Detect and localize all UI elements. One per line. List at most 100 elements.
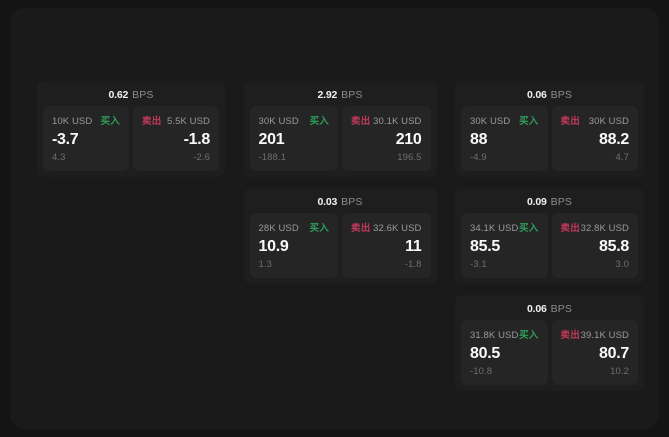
sell-panel[interactable]: 卖出 5.5K USD -1.8 -2.6 xyxy=(133,106,219,171)
sell-panel-top: 卖出 30.1K USD xyxy=(351,113,422,127)
buy-price: 201 xyxy=(258,130,285,148)
buy-price: 88 xyxy=(470,130,488,148)
card-sides: 31.8K USD 买入 80.5 -10.8 卖出 39.1K USD 80.… xyxy=(455,320,644,385)
sell-delta: 10.2 xyxy=(610,366,629,377)
sell-price: 85.8 xyxy=(599,237,629,255)
buy-panel-top: 30K USD 买入 xyxy=(470,113,539,127)
buy-panel-top: 31.8K USD 买入 xyxy=(470,327,539,341)
bps-unit: BPS xyxy=(550,303,572,315)
quote-card[interactable]: 0.62 BPS 10K USD 买入 -3.7 4.3 卖出 xyxy=(37,81,225,177)
buy-panel-top: 30K USD 买入 xyxy=(258,113,330,127)
buy-size-label: 34.1K USD xyxy=(470,223,519,234)
sell-size-label: 39.1K USD xyxy=(580,330,629,341)
card-header: 0.62 BPS xyxy=(37,81,225,106)
buy-delta: 4.3 xyxy=(52,152,66,163)
card-header: 0.03 BPS xyxy=(244,188,437,213)
buy-direction-label: 买入 xyxy=(309,223,329,234)
card-header: 0.06 BPS xyxy=(455,81,644,106)
sell-delta: 196.5 xyxy=(397,152,422,163)
quote-card[interactable]: 2.92 BPS 30K USD 买入 201 -188.1 卖出 xyxy=(243,81,437,177)
buy-direction-label: 买入 xyxy=(100,116,120,127)
buy-direction-label: 买入 xyxy=(519,330,539,341)
bps-unit: BPS xyxy=(132,89,154,101)
sell-direction-label: 卖出 xyxy=(142,116,162,127)
card-header: 0.09 BPS xyxy=(455,188,644,213)
buy-delta: -10.8 xyxy=(470,366,493,377)
buy-price: 80.5 xyxy=(470,344,500,362)
sell-size-label: 32.8K USD xyxy=(580,223,629,234)
buy-size-label: 30K USD xyxy=(258,116,299,127)
buy-panel[interactable]: 30K USD 买入 201 -188.1 xyxy=(249,106,338,171)
sell-panel-top: 卖出 30K USD xyxy=(560,113,630,127)
buy-delta: -3.1 xyxy=(470,259,487,270)
card-sides: 34.1K USD 买入 85.5 -3.1 卖出 32.8K USD 85.8… xyxy=(455,213,644,278)
bps-unit: BPS xyxy=(550,89,572,101)
sell-size-label: 30K USD xyxy=(588,116,629,127)
bps-value: 2.92 xyxy=(317,89,338,101)
buy-panel-top: 10K USD 买入 xyxy=(52,113,120,127)
buy-size-label: 31.8K USD xyxy=(470,330,519,341)
sell-delta: -2.6 xyxy=(193,152,210,163)
sell-direction-label: 卖出 xyxy=(351,116,371,127)
buy-price: 85.5 xyxy=(470,237,500,255)
sell-price: 88.2 xyxy=(599,130,629,148)
card-header: 2.92 BPS xyxy=(244,81,437,106)
buy-delta: 1.3 xyxy=(258,259,273,270)
sell-delta: 3.0 xyxy=(615,259,629,270)
card-sides: 30K USD 买入 201 -188.1 卖出 30.1K USD 210 1… xyxy=(244,106,437,171)
buy-panel-top: 34.1K USD 买入 xyxy=(470,220,539,234)
sell-price: 80.7 xyxy=(599,344,629,362)
quote-card[interactable]: 0.06 BPS 31.8K USD 买入 80.5 -10.8 卖 xyxy=(455,295,644,391)
buy-size-label: 10K USD xyxy=(52,116,93,127)
bps-value: 0.03 xyxy=(317,196,338,208)
bps-value: 0.06 xyxy=(527,303,547,315)
buy-panel[interactable]: 31.8K USD 买入 80.5 -10.8 xyxy=(461,320,548,385)
buy-price: -3.7 xyxy=(52,130,79,148)
sell-panel-top: 卖出 32.8K USD xyxy=(560,220,630,234)
sell-price: -1.8 xyxy=(183,130,211,148)
buy-panel[interactable]: 10K USD 买入 -3.7 4.3 xyxy=(43,106,129,171)
sell-panel[interactable]: 卖出 30K USD 88.2 4.7 xyxy=(551,106,638,171)
sell-size-label: 32.6K USD xyxy=(373,223,422,234)
quote-card[interactable]: 0.03 BPS 28K USD 买入 10.9 1.3 卖出 xyxy=(243,188,437,284)
sell-size-label: 5.5K USD xyxy=(166,116,210,127)
sell-direction-label: 卖出 xyxy=(560,223,580,234)
bps-value: 0.06 xyxy=(527,89,547,101)
card-header: 0.06 BPS xyxy=(455,295,644,320)
bps-unit: BPS xyxy=(341,196,363,208)
bps-unit: BPS xyxy=(341,89,363,101)
card-sides: 10K USD 买入 -3.7 4.3 卖出 5.5K USD -1.8 -2.… xyxy=(37,106,225,171)
buy-panel[interactable]: 30K USD 买入 88 -4.9 xyxy=(461,106,548,171)
buy-direction-label: 买入 xyxy=(309,116,329,127)
sell-panel[interactable]: 卖出 32.6K USD 11 -1.8 xyxy=(342,213,431,278)
bps-value: 0.62 xyxy=(108,89,129,101)
buy-delta: -4.9 xyxy=(470,152,487,163)
buy-panel-top: 28K USD 买入 xyxy=(258,220,330,234)
sell-size-label: 30.1K USD xyxy=(373,116,422,127)
quote-card[interactable]: 0.06 BPS 30K USD 买入 88 -4.9 卖出 xyxy=(455,81,644,177)
sell-direction-label: 卖出 xyxy=(351,223,371,234)
card-sides: 28K USD 买入 10.9 1.3 卖出 32.6K USD 11 -1.8 xyxy=(244,213,437,278)
sell-delta: 4.7 xyxy=(615,152,629,163)
sell-price: 11 xyxy=(405,237,422,255)
buy-direction-label: 买入 xyxy=(519,116,539,127)
quotes-stage: 0.62 BPS 10K USD 买入 -3.7 4.3 卖出 xyxy=(10,8,659,429)
buy-panel[interactable]: 28K USD 买入 10.9 1.3 xyxy=(249,213,338,278)
buy-panel[interactable]: 34.1K USD 买入 85.5 -3.1 xyxy=(461,213,548,278)
buy-size-label: 30K USD xyxy=(470,116,511,127)
sell-direction-label: 卖出 xyxy=(560,116,580,127)
sell-panel[interactable]: 卖出 32.8K USD 85.8 3.0 xyxy=(551,213,638,278)
sell-direction-label: 卖出 xyxy=(560,330,580,341)
buy-size-label: 28K USD xyxy=(258,223,299,234)
buy-delta: -188.1 xyxy=(258,152,287,163)
sell-panel-top: 卖出 5.5K USD xyxy=(142,113,210,127)
sell-panel[interactable]: 卖出 39.1K USD 80.7 10.2 xyxy=(551,320,638,385)
card-sides: 30K USD 买入 88 -4.9 卖出 30K USD 88.2 4.7 xyxy=(455,106,644,171)
sell-panel-top: 卖出 32.6K USD xyxy=(351,220,422,234)
quote-card[interactable]: 0.09 BPS 34.1K USD 买入 85.5 -3.1 卖出 xyxy=(455,188,644,284)
quote-card-grid: 0.62 BPS 10K USD 买入 -3.7 4.3 卖出 xyxy=(37,81,644,391)
bps-value: 0.09 xyxy=(527,196,547,208)
sell-delta: -1.8 xyxy=(404,259,422,270)
sell-panel[interactable]: 卖出 30.1K USD 210 196.5 xyxy=(342,106,431,171)
